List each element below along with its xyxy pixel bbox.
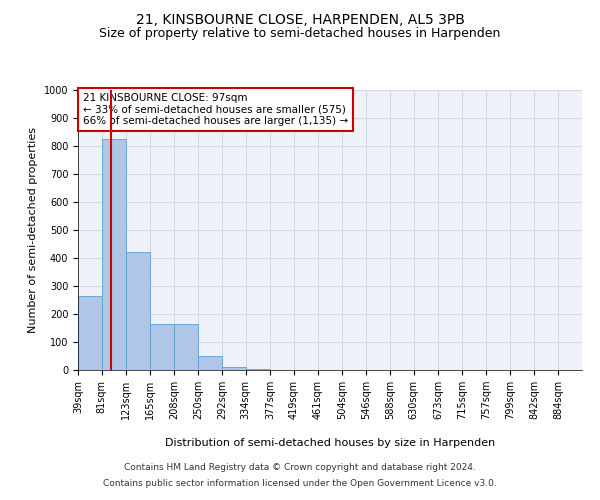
Bar xyxy=(174,324,198,370)
Text: Size of property relative to semi-detached houses in Harpenden: Size of property relative to semi-detach… xyxy=(100,28,500,40)
Y-axis label: Number of semi-detached properties: Number of semi-detached properties xyxy=(28,127,38,333)
Bar xyxy=(198,356,222,370)
Bar xyxy=(126,252,149,370)
Bar xyxy=(78,296,102,370)
Text: Contains HM Land Registry data © Crown copyright and database right 2024.: Contains HM Land Registry data © Crown c… xyxy=(124,464,476,472)
Bar xyxy=(222,366,245,370)
Bar xyxy=(102,139,126,370)
Text: 21 KINSBOURNE CLOSE: 97sqm
← 33% of semi-detached houses are smaller (575)
66% o: 21 KINSBOURNE CLOSE: 97sqm ← 33% of semi… xyxy=(83,93,348,126)
Text: Distribution of semi-detached houses by size in Harpenden: Distribution of semi-detached houses by … xyxy=(165,438,495,448)
Bar xyxy=(245,368,270,370)
Text: Contains public sector information licensed under the Open Government Licence v3: Contains public sector information licen… xyxy=(103,478,497,488)
Text: 21, KINSBOURNE CLOSE, HARPENDEN, AL5 3PB: 21, KINSBOURNE CLOSE, HARPENDEN, AL5 3PB xyxy=(136,12,464,26)
Bar xyxy=(149,324,174,370)
